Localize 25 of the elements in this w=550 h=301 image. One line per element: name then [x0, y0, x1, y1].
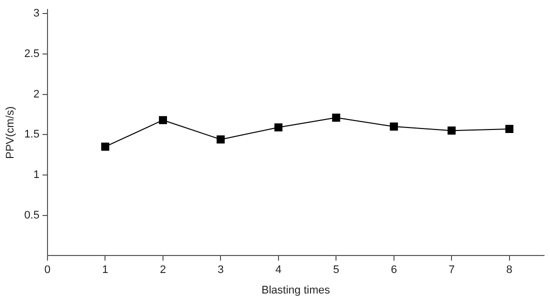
- y-tick-label: 2.5: [24, 48, 40, 60]
- x-tick-label: 8: [506, 264, 512, 276]
- x-axis-title: Blasting times: [262, 284, 330, 296]
- x-tick-label: 5: [333, 264, 340, 276]
- x-tick-label: 3: [218, 264, 224, 276]
- point: [274, 123, 282, 132]
- y-tick-label: 1.5: [24, 128, 40, 141]
- x-tick-label: 4: [275, 264, 282, 276]
- x-tick-label: 0: [44, 264, 51, 276]
- point: [448, 126, 456, 135]
- y-tick-label: 3: [33, 8, 40, 20]
- point: [332, 114, 340, 122]
- point: [390, 122, 398, 131]
- x-tick-label: 2: [160, 264, 166, 276]
- point: [101, 142, 110, 151]
- y-tick-label: 1: [33, 168, 40, 181]
- x-tick-label: 7: [448, 264, 455, 276]
- y-tick-label: 0.5: [24, 209, 40, 222]
- y-axis-title: PPV(cm/s): [4, 106, 17, 159]
- point: [158, 116, 167, 124]
- point: [505, 124, 514, 134]
- x-tick-label: 1: [102, 264, 108, 276]
- point: [216, 135, 225, 144]
- y-tick-label: 2: [33, 88, 40, 100]
- x-tick-label: 6: [390, 264, 397, 276]
